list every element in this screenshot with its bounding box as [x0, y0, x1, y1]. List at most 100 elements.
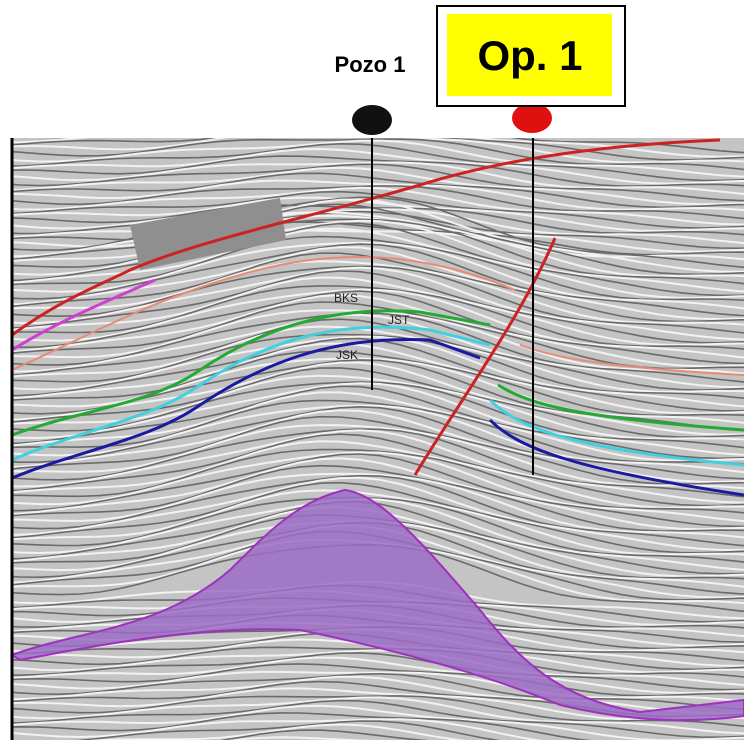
- seismic-reflector: [12, 265, 744, 334]
- seismic-reflector: [12, 448, 744, 514]
- seismic-reflector: [12, 501, 744, 575]
- seismic-reflector: [12, 718, 543, 740]
- well-label: Op. 1: [477, 32, 582, 79]
- seismic-reflector: [12, 404, 744, 474]
- seismic-reflector: [12, 161, 744, 195]
- fault: [413, 237, 557, 476]
- gray-block: [130, 198, 286, 270]
- seismic-reflector: [12, 489, 744, 556]
- seismic-reflector: [12, 318, 744, 391]
- horizon-jsk-right: [488, 418, 744, 497]
- seismic-reflector: [12, 222, 744, 297]
- seismic-reflector: [12, 391, 744, 462]
- seismic-reflector: [12, 699, 744, 739]
- seismic-reflector: [12, 476, 744, 552]
- seismic-reflector: [12, 293, 744, 368]
- seismic-reflector: [12, 675, 744, 715]
- seismic-reflector: [12, 147, 744, 185]
- seismic-reflector: [12, 649, 744, 687]
- seismic-reflector: [12, 210, 744, 278]
- seismic-reflector: [12, 696, 744, 735]
- seismic-reflector: [12, 399, 744, 465]
- horizon-salmon-right: [519, 344, 744, 376]
- seismic-reflector: [12, 428, 744, 498]
- seismic-reflector: [12, 218, 744, 285]
- seismic-reflector: [12, 138, 744, 171]
- seismic-reflector: [88, 723, 467, 740]
- horizon-salmon: [12, 256, 516, 371]
- fault-top: [12, 138, 721, 337]
- seismic-reflector: [12, 409, 744, 483]
- seismic-reflector: [12, 357, 744, 424]
- seismic-reflector: [12, 342, 744, 415]
- seismic-reflector: [12, 704, 744, 740]
- seismic-reflector: [12, 155, 744, 187]
- seismic-reflector: [12, 381, 744, 449]
- seismic-reflector: [12, 288, 744, 359]
- horizon-jsk: [12, 337, 481, 480]
- seismic-reflector: [12, 138, 744, 161]
- seismic-reflector: [12, 440, 744, 509]
- seismic-reflector: [12, 276, 744, 347]
- seismic-reflector: [12, 138, 744, 164]
- seismic-reflector: [12, 138, 744, 158]
- seismic-reflector: [12, 333, 744, 400]
- seismic-reflector: [12, 228, 744, 261]
- seismic-reflector: [12, 451, 744, 523]
- seismic-reflector: [12, 663, 744, 697]
- seismic-reflector: [12, 429, 744, 504]
- well-label: Pozo 1: [335, 52, 406, 77]
- seismic-reflector: [12, 433, 744, 507]
- horizon-label: BKS: [334, 291, 358, 305]
- seismic-reflector: [12, 285, 744, 350]
- seismic-reflector: [12, 139, 744, 178]
- seismic-reflector: [74, 720, 501, 740]
- seismic-reflector: [12, 235, 744, 302]
- seismic-reflector: [12, 415, 744, 486]
- seismic-reflector: [12, 266, 744, 341]
- seismic-reflector: [12, 472, 744, 539]
- seismic-reflector: [12, 382, 744, 456]
- seismic-reflector: [12, 687, 744, 721]
- seismic-reflector: [12, 203, 744, 276]
- seismic-reflector: [12, 457, 744, 531]
- seismic-reflector: [12, 656, 744, 695]
- seismic-reflector: [12, 405, 744, 480]
- seismic-reflector: [12, 290, 744, 365]
- seismic-reflector: [12, 453, 744, 528]
- seismic-reflector: [12, 196, 744, 232]
- seismic-texture: [12, 138, 744, 740]
- seismic-reflector: [12, 166, 744, 206]
- seismic-reflector: [12, 670, 744, 703]
- seismic-reflector: [12, 163, 744, 202]
- horizon-label: JST: [388, 313, 410, 327]
- seismic-reflector: [12, 172, 744, 209]
- seismic-reflector: [12, 246, 744, 321]
- interpretation: [12, 138, 744, 722]
- seismic-reflector: [12, 424, 744, 490]
- seismic-reflector: [12, 464, 744, 532]
- seismic-reflector: [12, 672, 744, 711]
- seismic-reflector: [12, 260, 744, 326]
- seismic-reflector: [12, 313, 744, 389]
- seismic-reflector: [12, 385, 744, 460]
- seismic-reflector: [12, 361, 744, 436]
- seismic-reflector: [12, 204, 744, 236]
- seismic-reflector: [12, 652, 744, 691]
- seismic-reflector: [12, 210, 744, 250]
- seismic-reflector: [12, 474, 744, 547]
- seismic-reflector: [12, 186, 744, 226]
- seismic-reflector: [12, 241, 744, 310]
- seismic-reflector: [12, 243, 744, 317]
- seismic-reflector: [12, 367, 744, 438]
- well-marker-1: [352, 105, 392, 135]
- horizon-jst-right: [488, 398, 744, 467]
- horizon-jst: [12, 325, 491, 462]
- seismic-reflector: [219, 729, 430, 740]
- seismic-reflector: [12, 695, 744, 728]
- seismic-reflector: [12, 179, 744, 212]
- horizon-bks: [12, 309, 491, 437]
- horizon-magenta: [12, 278, 156, 352]
- well-marker-2: [512, 103, 552, 133]
